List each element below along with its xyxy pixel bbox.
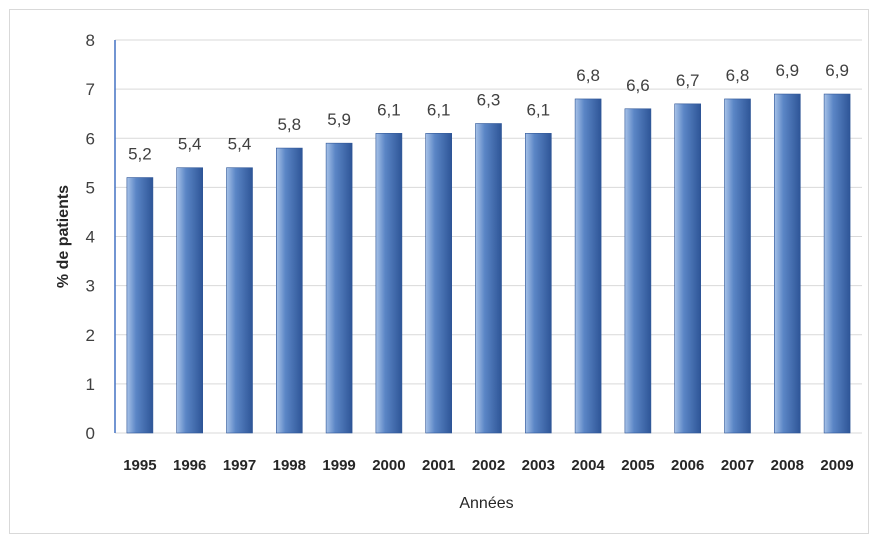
data-label-1997: 5,4 (228, 135, 252, 154)
x-tick-label: 2005 (621, 457, 654, 474)
data-label-1995: 5,2 (128, 145, 152, 164)
x-tick-label: 2000 (372, 457, 405, 474)
bar-2003 (524, 133, 552, 434)
bar-1999 (325, 142, 353, 434)
data-label-2001: 6,1 (427, 100, 451, 119)
x-tick-label: 2002 (472, 457, 505, 474)
data-label-2006: 6,7 (676, 71, 700, 90)
y-tick-label: 1 (86, 375, 95, 394)
x-tick-label: 1998 (273, 457, 306, 474)
data-label-2000: 6,1 (377, 100, 401, 119)
bars (126, 93, 851, 434)
x-axis-ticks: 1995 1996 1997 1998 1999 2000 2001 2002 2003 2004… (123, 457, 854, 474)
data-label-2007: 6,8 (726, 66, 750, 85)
bar-2001 (425, 133, 453, 434)
bar-1996 (176, 167, 203, 434)
bar-2007 (724, 98, 751, 434)
data-label-1996: 5,4 (178, 135, 202, 154)
bar-2002 (475, 123, 502, 434)
y-tick-label: 4 (86, 228, 95, 247)
x-tick-label: 1999 (322, 457, 355, 474)
y-tick-label: 2 (86, 326, 95, 345)
data-label-2002: 6,3 (477, 91, 501, 110)
bar-1998 (275, 147, 303, 434)
bar-1995 (126, 177, 154, 434)
data-label-2008: 6,9 (775, 61, 799, 80)
data-label-1998: 5,8 (277, 115, 301, 134)
x-tick-label: 1997 (223, 457, 256, 474)
x-axis-title: Années (459, 495, 513, 512)
x-tick-label: 1995 (123, 457, 156, 474)
y-axis-title: % de patients (55, 185, 72, 288)
y-tick-label: 5 (86, 178, 95, 197)
bar-2008 (773, 93, 801, 434)
y-axis-ticks: 0 1 2 3 4 5 6 7 8 (86, 31, 95, 443)
x-tick-label: 1996 (173, 457, 206, 474)
y-tick-label: 7 (86, 80, 95, 99)
bar-2005 (624, 108, 652, 434)
x-tick-label: 2008 (771, 457, 804, 474)
data-labels: 5,2 5,4 5,4 5,8 5,9 6,1 6,1 6,3 6,1 6,8 6,6 6,7 6,8 6… (128, 61, 849, 164)
bar-2009 (823, 93, 851, 434)
bar-2000 (375, 133, 403, 434)
bar-2006 (674, 103, 702, 434)
x-tick-label: 2003 (522, 457, 555, 474)
y-tick-label: 6 (86, 129, 95, 148)
data-label-2004: 6,8 (576, 66, 600, 85)
x-tick-label: 2006 (671, 457, 704, 474)
x-tick-label: 2001 (422, 457, 455, 474)
bar-2004 (574, 98, 602, 434)
data-label-1999: 5,9 (327, 110, 351, 129)
y-tick-label: 0 (86, 424, 95, 443)
x-tick-label: 2004 (571, 457, 605, 474)
data-label-2005: 6,6 (626, 76, 650, 95)
x-tick-label: 2007 (721, 457, 754, 474)
x-tick-label: 2009 (820, 457, 853, 474)
data-label-2003: 6,1 (526, 100, 550, 119)
y-tick-label: 8 (86, 31, 95, 50)
bar-1997 (226, 167, 253, 434)
data-label-2009: 6,9 (825, 61, 849, 80)
y-tick-label: 3 (86, 277, 95, 296)
